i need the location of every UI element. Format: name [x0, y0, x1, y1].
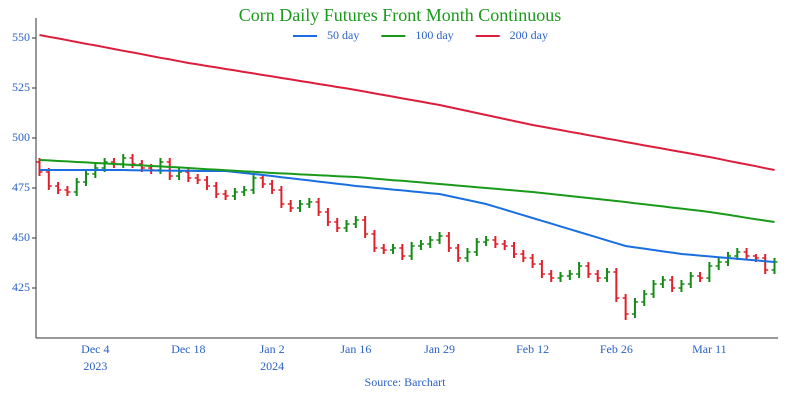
- y-tick-label: 500: [12, 130, 30, 144]
- legend-label: 200 day: [510, 28, 548, 42]
- x-tick-label: Jan 16: [340, 342, 371, 356]
- x-tick-label: Dec 18: [171, 342, 205, 356]
- x-tick-year: 2023: [83, 359, 107, 373]
- x-tick-label: Feb 26: [600, 342, 633, 356]
- x-tick-label: Feb 12: [516, 342, 549, 356]
- x-tick-label: Dec 4: [81, 342, 109, 356]
- legend-label: 50 day: [327, 28, 359, 42]
- chart-title: Corn Daily Futures Front Month Continuou…: [239, 5, 562, 25]
- x-tick-year: 2024: [260, 359, 284, 373]
- y-tick-label: 450: [12, 230, 30, 244]
- moving-average-line: [39, 169, 775, 263]
- y-tick-label: 475: [12, 180, 30, 194]
- x-tick-label: Jan 2: [260, 342, 285, 356]
- x-tick-label: Jan 29: [424, 342, 455, 356]
- y-tick-label: 425: [12, 280, 30, 294]
- legend-label: 100 day: [415, 28, 453, 42]
- x-tick-label: Mar 11: [692, 342, 727, 356]
- y-tick-label: 525: [12, 80, 30, 94]
- source-note: Source: Barchart: [365, 375, 447, 389]
- y-tick-label: 550: [12, 30, 30, 44]
- moving-average-line: [39, 34, 775, 171]
- moving-average-line: [39, 159, 775, 223]
